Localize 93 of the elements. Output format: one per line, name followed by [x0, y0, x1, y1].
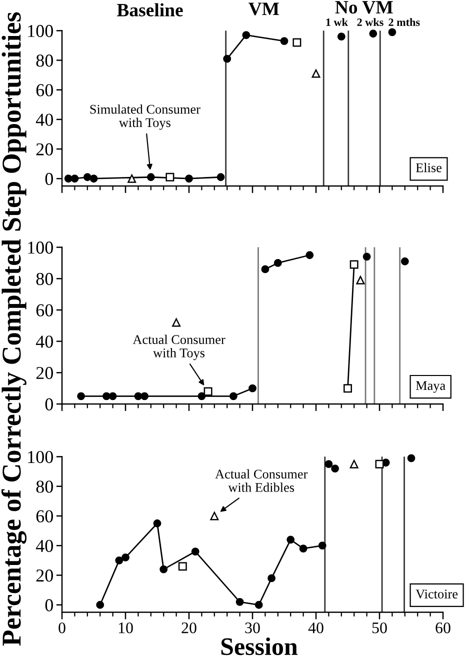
text: Baseline [116, 3, 183, 16]
point [350, 260, 358, 269]
point [248, 384, 256, 392]
point [198, 392, 206, 400]
y-tick-label: 100 [28, 24, 53, 38]
point [229, 392, 238, 400]
point [128, 174, 136, 183]
y-tick-label: 0 [45, 599, 53, 612]
point [254, 600, 263, 609]
point [122, 553, 130, 562]
y-axis-title: Percentage of Correctly Completed Step Opportunities [1, 12, 27, 646]
point [160, 565, 168, 574]
point [299, 544, 308, 553]
text: No VM [335, 1, 393, 14]
y-tick-label: 60 [36, 304, 53, 316]
point [77, 392, 86, 400]
point [375, 460, 384, 468]
y-tick-label: 20 [36, 143, 53, 156]
text: 2 wks [357, 18, 384, 26]
point [236, 598, 244, 606]
point [134, 392, 142, 400]
point [362, 252, 371, 261]
x-tick-label: 30 [245, 622, 260, 634]
y-tick-label: 20 [36, 366, 53, 380]
point [331, 464, 340, 472]
point [261, 265, 270, 274]
point [268, 574, 276, 582]
point [146, 173, 155, 182]
point [178, 562, 187, 571]
point [350, 460, 358, 468]
point [64, 174, 72, 183]
point [216, 173, 225, 182]
point [369, 30, 378, 38]
annotation: Simulated Consumer with Toys [90, 104, 200, 130]
point [400, 257, 409, 266]
point [102, 392, 110, 400]
y-tick-label: 20 [36, 569, 53, 582]
text: 1 wk [326, 18, 348, 26]
y-tick-label: 100 [28, 450, 53, 464]
x-tick-label: 60 [436, 622, 450, 634]
point [185, 174, 193, 183]
point [96, 600, 104, 609]
y-tick-label: 40 [36, 540, 53, 552]
point [204, 387, 212, 396]
point [210, 512, 219, 520]
point [70, 174, 79, 183]
y-tick-label: 60 [36, 510, 53, 522]
annotation: Actual Consumer with Toys [132, 334, 226, 360]
point [191, 548, 200, 556]
point [312, 69, 320, 78]
x-tick-label: 40 [308, 622, 324, 634]
y-tick-label: 80 [36, 480, 53, 493]
point [108, 392, 117, 400]
point [286, 536, 295, 544]
point [344, 384, 352, 393]
point [318, 542, 326, 550]
point [356, 276, 365, 284]
x-tick-label: 10 [118, 622, 133, 634]
point [274, 258, 282, 267]
point [242, 31, 250, 40]
y-tick-label: 100 [28, 242, 53, 254]
point [166, 172, 174, 182]
point [83, 173, 92, 182]
y-tick-label: 0 [45, 398, 53, 410]
x-axis-title: Session [221, 638, 298, 656]
point [140, 392, 149, 400]
point [172, 318, 181, 327]
point [115, 556, 124, 564]
point [388, 28, 396, 36]
x-tick-label: 0 [58, 622, 66, 634]
point [337, 32, 346, 41]
point [306, 251, 314, 260]
point [324, 460, 333, 468]
x-tick-label: 20 [182, 622, 196, 634]
y-tick-label: 40 [36, 114, 53, 126]
text: Victoire [416, 590, 458, 599]
point [407, 454, 416, 462]
y-tick-label: 60 [36, 84, 53, 96]
y-tick-label: 80 [36, 54, 53, 67]
text: Maya [416, 381, 446, 393]
text: 2 mths [388, 18, 420, 26]
point [280, 37, 288, 45]
text: Elise [416, 162, 442, 172]
text: VM [248, 2, 280, 16]
point [90, 174, 98, 183]
x-tick-label: 50 [372, 622, 387, 634]
y-tick-label: 0 [45, 172, 53, 186]
y-tick-label: 80 [36, 272, 53, 286]
point [223, 54, 232, 63]
annotation: Actual Consumer with Edibles [215, 469, 308, 492]
y-tick-label: 40 [36, 336, 53, 348]
point [153, 519, 162, 528]
point [292, 38, 302, 47]
